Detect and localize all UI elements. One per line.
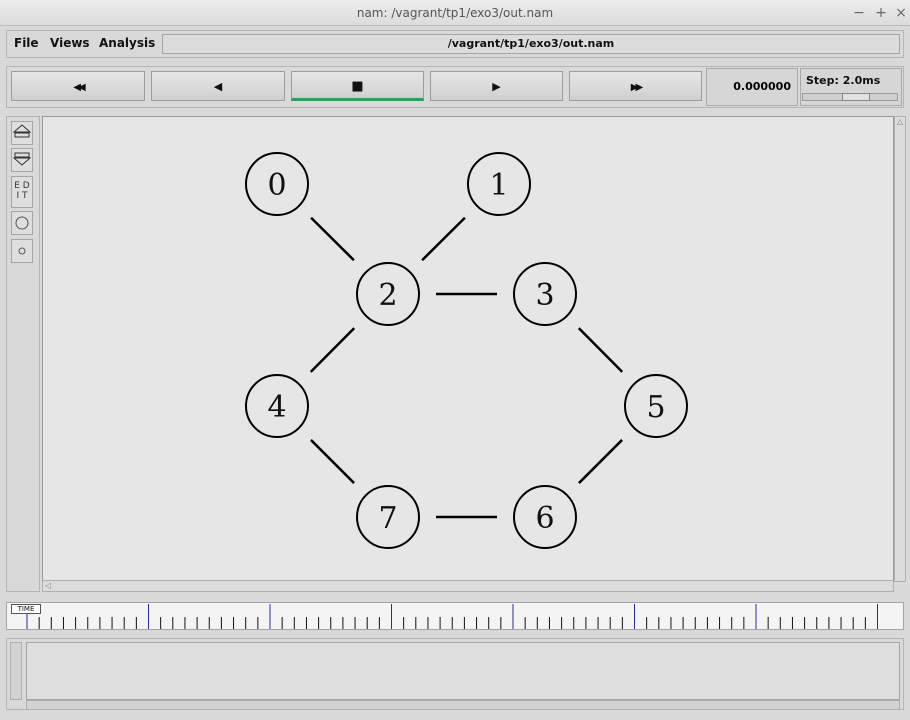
scroll-left-arrow-icon[interactable]: ◁ <box>45 581 52 590</box>
rewind-button[interactable]: ◀ <box>151 71 285 101</box>
current-time: 0.000000 <box>706 68 798 106</box>
file-path-display: /vagrant/tp1/exo3/out.nam <box>162 34 900 54</box>
node-circle[interactable] <box>245 152 309 216</box>
step-slider-thumb[interactable] <box>842 93 870 101</box>
canvas-horizontal-scrollbar[interactable]: ◁ <box>42 580 894 592</box>
node-label: 3 <box>535 278 554 313</box>
stop-icon: ■ <box>351 79 364 94</box>
link-5-6[interactable] <box>578 439 623 484</box>
title-bar <box>0 0 910 26</box>
node-label: 6 <box>535 501 554 536</box>
edit-button[interactable]: E D I T <box>11 176 33 208</box>
node-1[interactable]: 1 <box>467 152 531 216</box>
link-1-2[interactable] <box>421 216 466 262</box>
node-label: 4 <box>267 390 286 425</box>
node-5[interactable]: 5 <box>624 374 688 438</box>
link-4-7[interactable] <box>310 439 355 484</box>
stop-button[interactable]: ■ <box>291 71 424 101</box>
node-circle[interactable] <box>513 485 577 549</box>
forward-fast-button[interactable]: ▶▶ <box>569 71 702 101</box>
node-label: 0 <box>267 168 286 203</box>
link-2-4[interactable] <box>309 327 356 373</box>
zoom-out-icon <box>12 152 32 166</box>
menu-file[interactable]: File <box>14 36 39 50</box>
node-label: 2 <box>378 278 397 313</box>
large-node-button[interactable] <box>11 211 33 235</box>
play-button[interactable]: ▶ <box>430 71 563 101</box>
annotation-vertical-scrollbar[interactable] <box>10 642 22 700</box>
rewind-fast-button[interactable]: ◀◀ <box>11 71 145 101</box>
circle-small-icon <box>18 247 26 255</box>
annotation-list[interactable] <box>26 642 900 700</box>
scroll-up-arrow-icon[interactable]: △ <box>896 117 904 126</box>
network-canvas-frame <box>42 116 894 582</box>
minimize-button[interactable]: − <box>853 5 865 21</box>
node-circle[interactable] <box>245 374 309 438</box>
node-label: 5 <box>646 390 665 425</box>
close-button[interactable]: × <box>895 5 907 21</box>
node-4[interactable]: 4 <box>245 374 309 438</box>
network-canvas[interactable]: 0 1 2 3 4 5 6 7 <box>44 118 890 578</box>
node-0[interactable]: 0 <box>245 152 309 216</box>
window-title: nam: /vagrant/tp1/exo3/out.nam <box>356 6 554 20</box>
node-2[interactable]: 2 <box>356 262 420 326</box>
node-6[interactable]: 6 <box>513 485 577 549</box>
timeline[interactable] <box>6 602 904 630</box>
time-label: TIME <box>11 604 41 614</box>
node-label: 1 <box>489 168 508 203</box>
node-7[interactable]: 7 <box>356 485 420 549</box>
step-label: Step: 2.0ms <box>806 74 881 87</box>
link-0-2[interactable] <box>310 216 355 262</box>
node-circle[interactable] <box>467 152 531 216</box>
circle-large-icon <box>15 216 29 230</box>
timeline-ticks <box>26 604 878 629</box>
node-circle[interactable] <box>356 485 420 549</box>
rewind-icon: ◀ <box>213 80 223 93</box>
zoom-out-button[interactable] <box>11 148 33 172</box>
maximize-button[interactable]: + <box>875 5 887 21</box>
zoom-in-button[interactable] <box>11 121 33 145</box>
small-node-button[interactable] <box>11 239 33 263</box>
rewind-fast-icon: ◀◀ <box>73 82 86 93</box>
node-label: 7 <box>378 501 397 536</box>
node-circle[interactable] <box>624 374 688 438</box>
menu-analysis[interactable]: Analysis <box>99 36 156 50</box>
node-circle[interactable] <box>356 262 420 326</box>
canvas-vertical-scrollbar[interactable]: △ <box>894 116 906 582</box>
forward-fast-icon: ▶▶ <box>630 82 644 93</box>
play-icon: ▶ <box>492 80 501 93</box>
zoom-in-icon <box>12 124 32 138</box>
annotation-horizontal-scrollbar[interactable] <box>26 700 900 710</box>
node-circle[interactable] <box>513 262 577 326</box>
link-3-5[interactable] <box>577 327 624 373</box>
menu-views[interactable]: Views <box>50 36 90 50</box>
node-3[interactable]: 3 <box>513 262 577 326</box>
